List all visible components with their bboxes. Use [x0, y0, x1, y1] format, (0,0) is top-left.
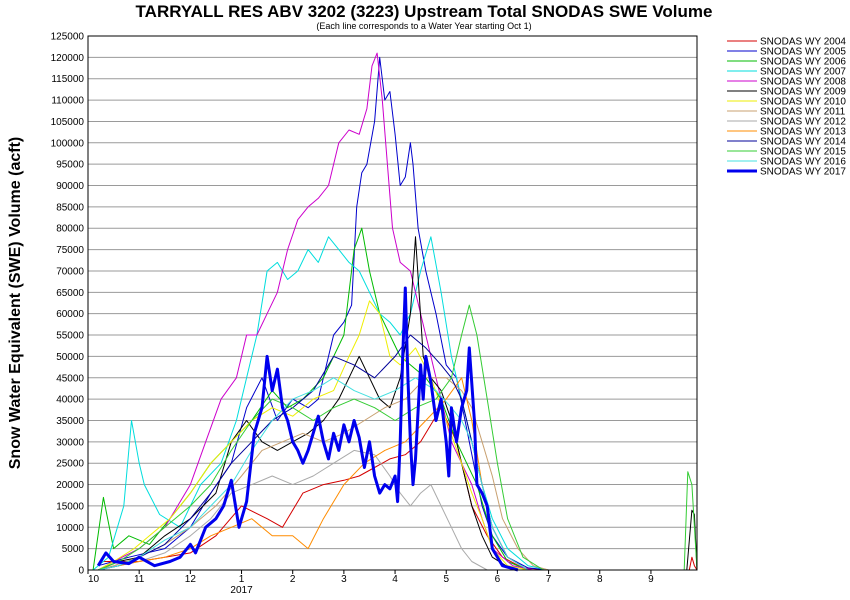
- legend-item: SNODAS WY 2006: [727, 57, 846, 68]
- chart-title: TARRYALL RES ABV 3202 (3223) Upstream To…: [136, 2, 713, 21]
- legend-item: SNODAS WY 2015: [727, 147, 846, 158]
- y-tick-label: 70000: [56, 266, 84, 277]
- y-tick-label: 100000: [51, 138, 85, 149]
- x-tick-label: 2: [290, 574, 296, 585]
- y-tick-label: 65000: [56, 288, 84, 299]
- y-tick-label: 105000: [51, 117, 85, 128]
- y-tick-label: 30000: [56, 437, 84, 448]
- y-tick-label: 60000: [56, 309, 84, 320]
- plot-frame: [87, 35, 698, 571]
- y-tick-label: 80000: [56, 224, 84, 235]
- series-line-snodas-wy-2016: [98, 377, 529, 571]
- legend-label: SNODAS WY 2012: [760, 117, 846, 128]
- legend-item: SNODAS WY 2016: [727, 157, 846, 168]
- series-line-snodas-wy-2010: [97, 300, 529, 571]
- y-tick-label: 0: [78, 566, 84, 577]
- y-tick-label: 110000: [51, 96, 84, 107]
- x-tick-label: 7: [546, 574, 552, 585]
- y-tick-label: 15000: [56, 501, 84, 512]
- y-tick-label: 115000: [51, 74, 84, 85]
- y-tick-label: 20000: [56, 480, 84, 491]
- legend-label: SNODAS WY 2010: [760, 97, 846, 108]
- y-tick-label: 55000: [56, 331, 84, 342]
- x-tick-label: 5: [443, 574, 449, 585]
- x-year-label: 2017: [230, 585, 253, 596]
- series-line-snodas-wy-2015: [98, 304, 698, 571]
- legend-label: SNODAS WY 2008: [760, 77, 846, 88]
- y-tick-label: 25000: [56, 459, 84, 470]
- legend-item: SNODAS WY 2005: [727, 47, 846, 58]
- y-tick-label: 35000: [56, 416, 84, 427]
- x-tick-label: 6: [495, 574, 501, 585]
- x-tick-label: 12: [185, 574, 197, 585]
- x-tick-label: 9: [648, 574, 654, 585]
- x-tick-label: 3: [341, 574, 347, 585]
- legend-label: SNODAS WY 2013: [760, 127, 846, 138]
- legend-item: SNODAS WY 2017: [727, 167, 846, 178]
- x-tick-label: 1: [239, 574, 245, 585]
- legend-item: SNODAS WY 2011: [727, 107, 846, 118]
- y-tick-label: 95000: [56, 160, 84, 171]
- legend-label: SNODAS WY 2007: [760, 67, 846, 78]
- legend-item: SNODAS WY 2010: [727, 97, 846, 108]
- series-line-snodas-wy-2005: [98, 56, 549, 571]
- legend-item: SNODAS WY 2012: [727, 117, 846, 128]
- x-tick-label: 11: [134, 574, 145, 585]
- legend-item: SNODAS WY 2007: [727, 67, 846, 78]
- series-line-snodas-wy-2006: [92, 227, 529, 571]
- legend-item: SNODAS WY 2004: [727, 37, 846, 48]
- legend-item: SNODAS WY 2009: [727, 87, 846, 98]
- y-tick-label: 125000: [51, 32, 85, 43]
- y-tick-label: 75000: [56, 245, 84, 256]
- series-line-snodas-wy-2017: [96, 286, 519, 572]
- legend-label: SNODAS WY 2006: [760, 57, 846, 68]
- legend-label: SNODAS WY 2014: [760, 137, 846, 148]
- x-tick-label: 10: [88, 574, 100, 585]
- legend-label: SNODAS WY 2005: [760, 47, 846, 58]
- y-tick-label: 40000: [56, 395, 84, 406]
- legend-label: SNODAS WY 2004: [760, 37, 846, 48]
- series-line-snodas-wy-2007: [92, 236, 549, 571]
- y-tick-label: 45000: [56, 373, 84, 384]
- legend-label: SNODAS WY 2015: [760, 147, 846, 158]
- legend-label: SNODAS WY 2017: [760, 167, 846, 178]
- legend-item: SNODAS WY 2008: [727, 77, 846, 88]
- y-tick-label: 90000: [56, 181, 84, 192]
- legend-label: SNODAS WY 2016: [760, 157, 846, 168]
- y-tick-label: 85000: [56, 202, 84, 213]
- legend-item: SNODAS WY 2013: [727, 127, 846, 138]
- y-tick-label: 5000: [62, 544, 85, 555]
- legend-item: SNODAS WY 2014: [727, 137, 846, 148]
- chart-subtitle: (Each line corresponds to a Water Year s…: [316, 21, 531, 31]
- plot-area: 0 5000 10000 15000 20000 25000 30000 35000 40000…: [51, 32, 698, 596]
- x-tick-label: 8: [597, 574, 603, 585]
- legend-label: SNODAS WY 2011: [760, 107, 846, 118]
- x-tick-label: 4: [392, 574, 398, 585]
- legend-label: SNODAS WY 2009: [760, 87, 846, 98]
- y-tick-label: 50000: [56, 352, 84, 363]
- series-line-snodas-wy-2012: [98, 449, 488, 571]
- y-tick-label: 120000: [51, 53, 85, 64]
- y-tick-label: 10000: [56, 523, 84, 534]
- y-axis-label: Snow Water Equivalent (SWE) Volume (acft…: [7, 137, 24, 469]
